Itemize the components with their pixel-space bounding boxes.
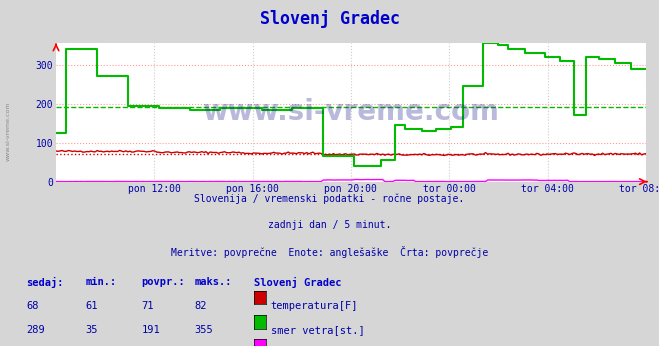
Text: 289: 289: [26, 325, 45, 335]
Text: 82: 82: [194, 301, 207, 311]
Text: Slovenj Gradec: Slovenj Gradec: [260, 10, 399, 28]
Text: www.si-vreme.com: www.si-vreme.com: [202, 99, 500, 126]
Text: smer vetra[st.]: smer vetra[st.]: [271, 325, 364, 335]
Text: sedaj:: sedaj:: [26, 277, 64, 288]
Text: 68: 68: [26, 301, 39, 311]
Text: 71: 71: [142, 301, 154, 311]
Text: www.si-vreme.com: www.si-vreme.com: [5, 102, 11, 161]
Text: 35: 35: [86, 325, 98, 335]
Text: 191: 191: [142, 325, 160, 335]
Text: 61: 61: [86, 301, 98, 311]
Text: Slovenija / vremenski podatki - ročne postaje.: Slovenija / vremenski podatki - ročne po…: [194, 194, 465, 204]
Text: Slovenj Gradec: Slovenj Gradec: [254, 277, 341, 288]
Text: min.:: min.:: [86, 277, 117, 287]
Text: povpr.:: povpr.:: [142, 277, 185, 287]
Text: zadnji dan / 5 minut.: zadnji dan / 5 minut.: [268, 220, 391, 230]
Text: Meritve: povprečne  Enote: anglešaške  Črta: povprečje: Meritve: povprečne Enote: anglešaške Črt…: [171, 246, 488, 258]
Text: temperatura[F]: temperatura[F]: [271, 301, 358, 311]
Text: maks.:: maks.:: [194, 277, 232, 287]
Text: 355: 355: [194, 325, 213, 335]
